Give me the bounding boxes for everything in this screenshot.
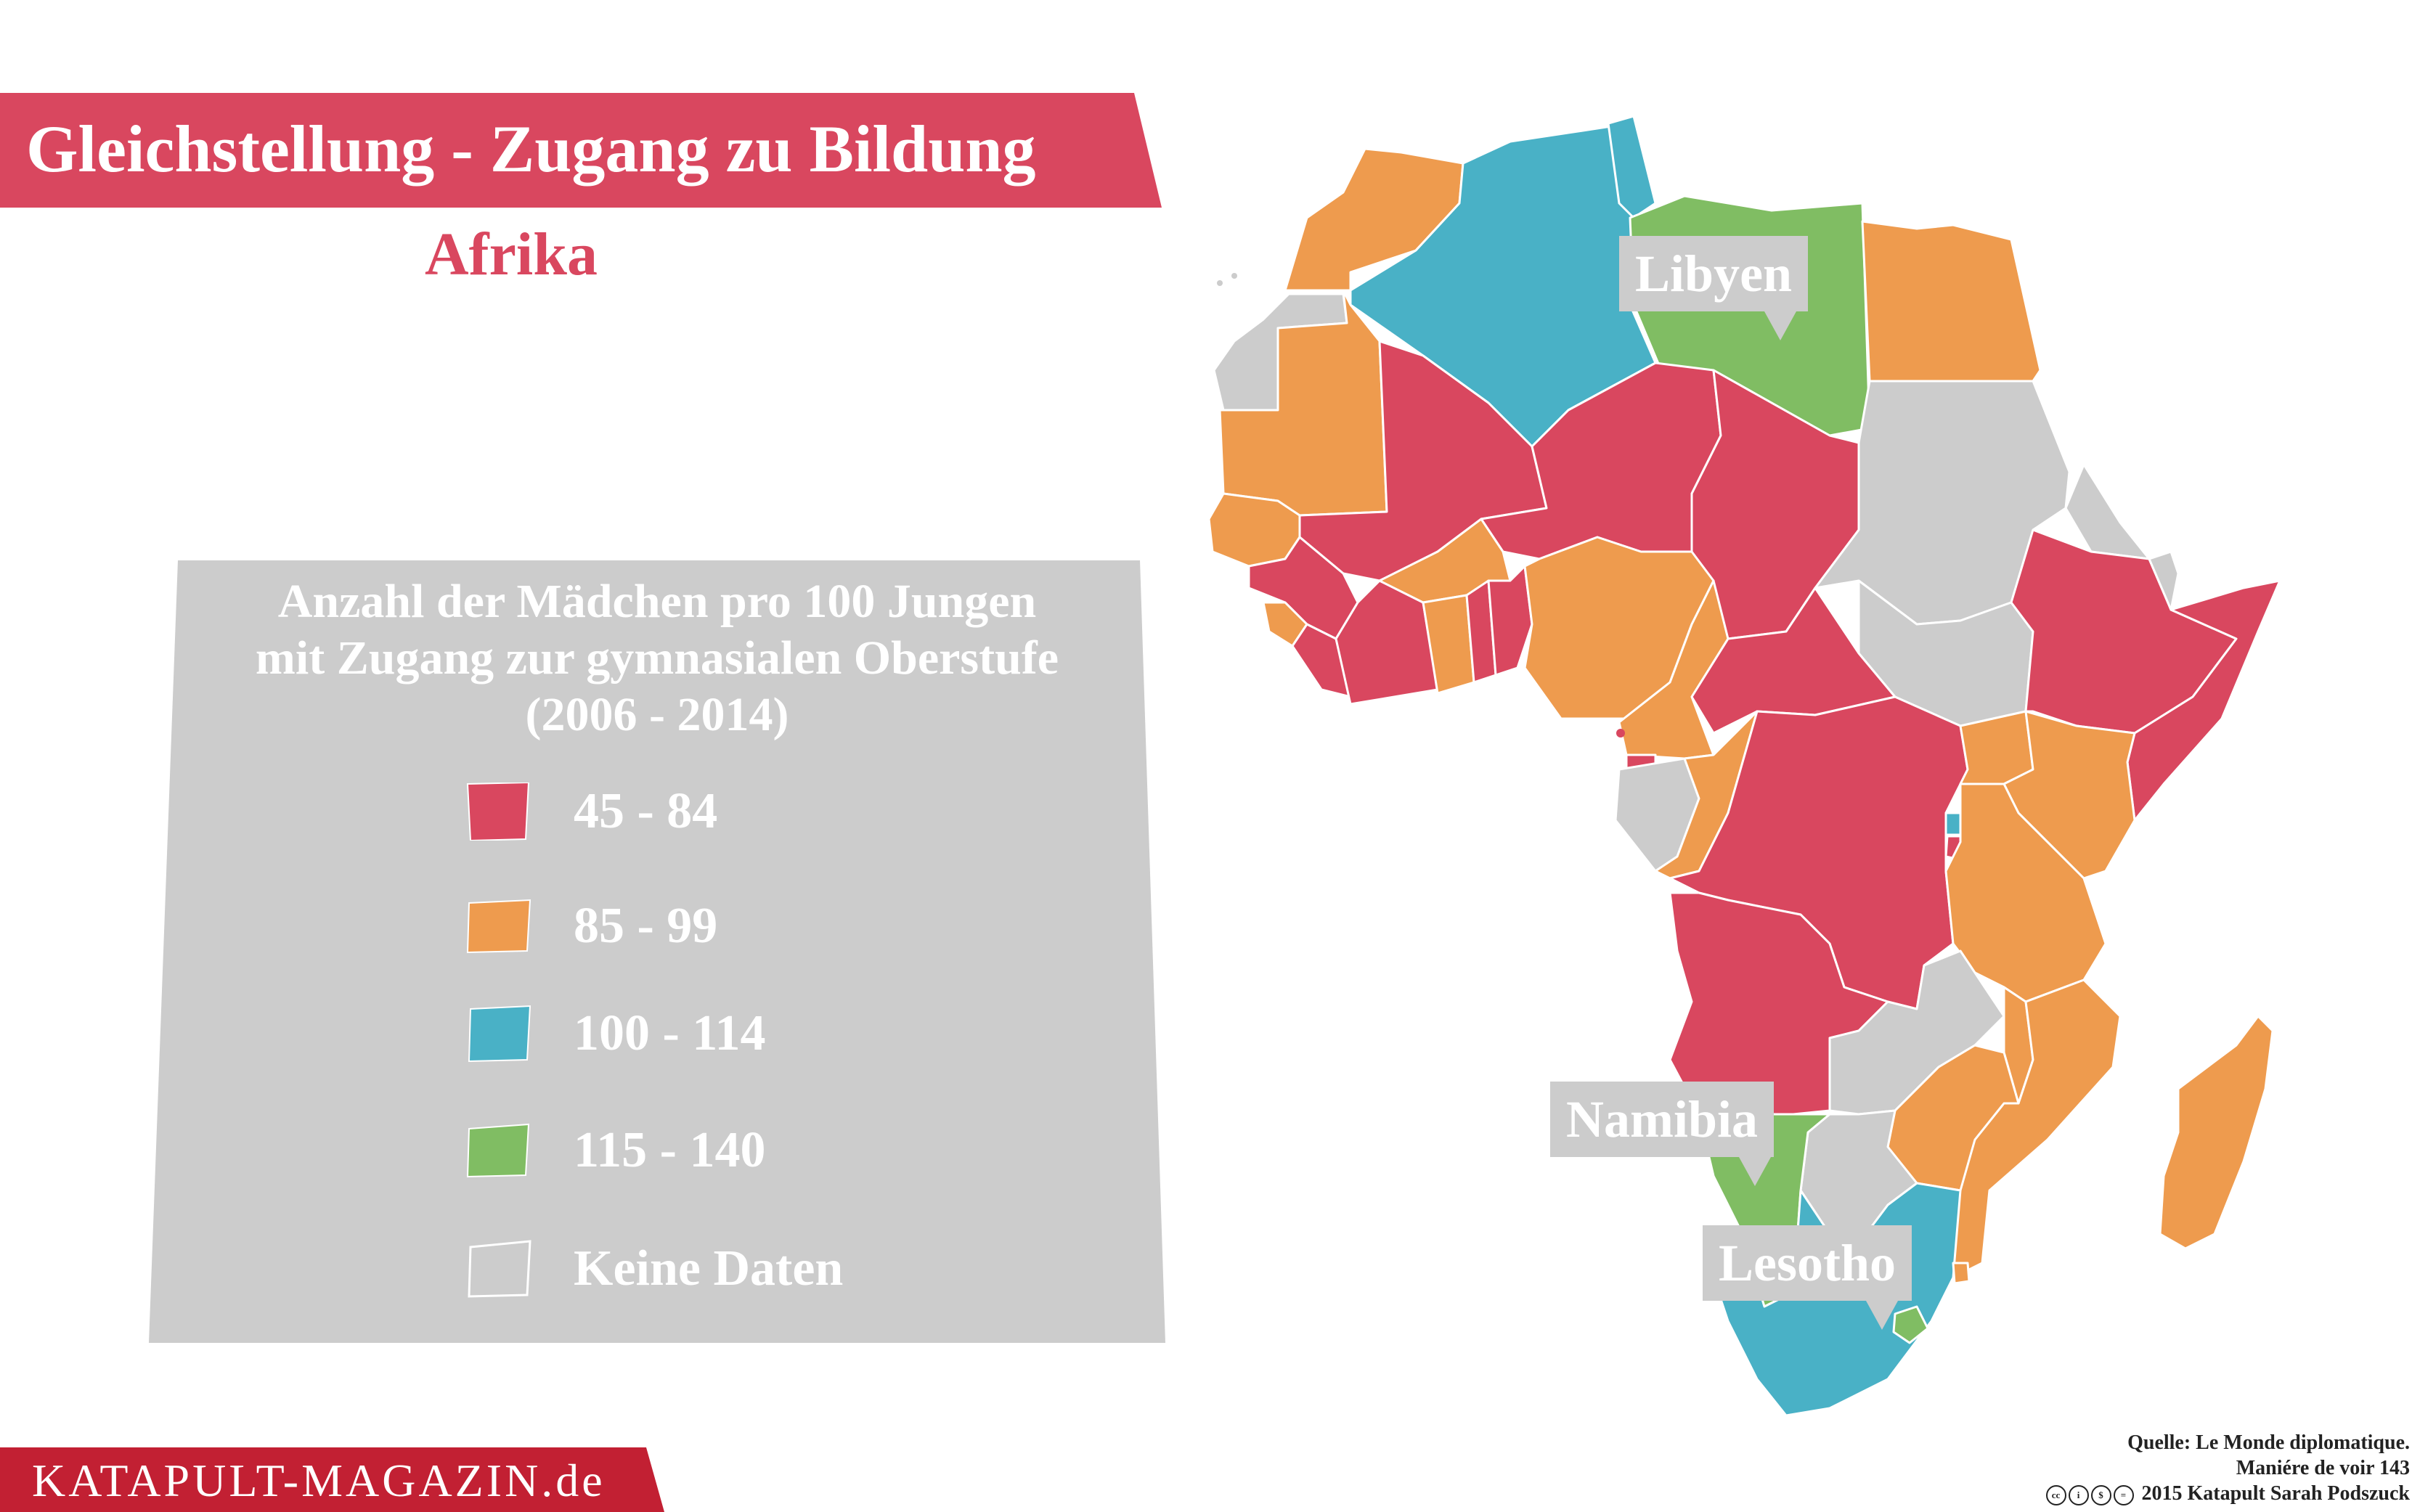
africa-map [1207, 115, 2281, 1417]
legend-item-115-140: 115 - 140 [465, 1121, 973, 1187]
legend-label: 115 - 140 [574, 1122, 766, 1178]
page-subtitle: Afrika [425, 221, 598, 288]
source-credit: Quelle: Le Monde diplomatique. Maniére d… [2045, 1430, 2411, 1506]
page-title: Gleichstellung - Zugang zu Bildung [26, 112, 1036, 186]
title-banner [0, 93, 1162, 208]
legend-label: 85 - 99 [574, 898, 718, 954]
legend-label: 45 - 84 [574, 783, 718, 839]
callout-lesotho: Lesotho [1703, 1225, 1912, 1301]
country-kenya [2003, 710, 2136, 880]
legend-swatch-orange [466, 899, 531, 954]
legend-item-no-data: Keine Daten [465, 1240, 973, 1305]
footer-brand-link[interactable]: KATAPULT-MAGAZIN.de [32, 1455, 606, 1506]
legend-item-100-114: 100 - 114 [465, 1005, 973, 1070]
callout-libya: Libyen [1619, 236, 1809, 311]
country-somalia [2126, 579, 2281, 822]
country-madagascar [2159, 1015, 2274, 1250]
source-line-1: Quelle: Le Monde diplomatique. [2127, 1431, 2410, 1454]
source-line-2: Maniére de voir 143 [2236, 1457, 2410, 1479]
callout-libya-tail [1764, 311, 1796, 340]
callout-lesotho-tail [1866, 1301, 1898, 1330]
legend-swatch-blue [468, 1005, 531, 1063]
source-line-3: cc i $ = 2015 Katapult Sarah Podszuck [2045, 1481, 2411, 1506]
island-canary [1231, 273, 1237, 279]
country-swaziland [1952, 1262, 1971, 1285]
callout-namibia: Namibia [1550, 1082, 1775, 1157]
callout-namibia-tail [1739, 1157, 1771, 1186]
legend-label: 100 - 114 [574, 1005, 766, 1061]
country-eritrea [2064, 463, 2151, 560]
copyright-text: 2015 Katapult Sarah Podszuck [2141, 1482, 2411, 1505]
legend-item-85-99: 85 - 99 [465, 897, 973, 963]
legend-title-line: Anzahl der Mädchen pro 100 Jungen [277, 575, 1037, 628]
island-sao-tome [1616, 729, 1625, 737]
legend-title-line: (2006 - 2014) [525, 688, 789, 741]
legend-title-line: mit Zugang zur gymnasialen Oberstufe [255, 632, 1059, 685]
legend-panel [149, 560, 1165, 1343]
legend-title: Anzahl der Mädchen pro 100 Jungen mit Zu… [149, 573, 1165, 743]
legend-label: Keine Daten [574, 1241, 844, 1296]
country-egypt [1861, 220, 2042, 383]
legend-swatch-green [466, 1123, 530, 1178]
country-djibouti [2148, 550, 2180, 611]
country-tunisia [1607, 115, 1657, 219]
legend-item-45-84: 45 - 84 [465, 782, 973, 848]
legend-swatch-red [466, 782, 530, 841]
legend-swatch-grey [468, 1240, 531, 1298]
footer-banner [0, 1447, 664, 1512]
cc-license-icon: cc i $ = [2045, 1481, 2136, 1506]
island-canary [1217, 280, 1223, 286]
